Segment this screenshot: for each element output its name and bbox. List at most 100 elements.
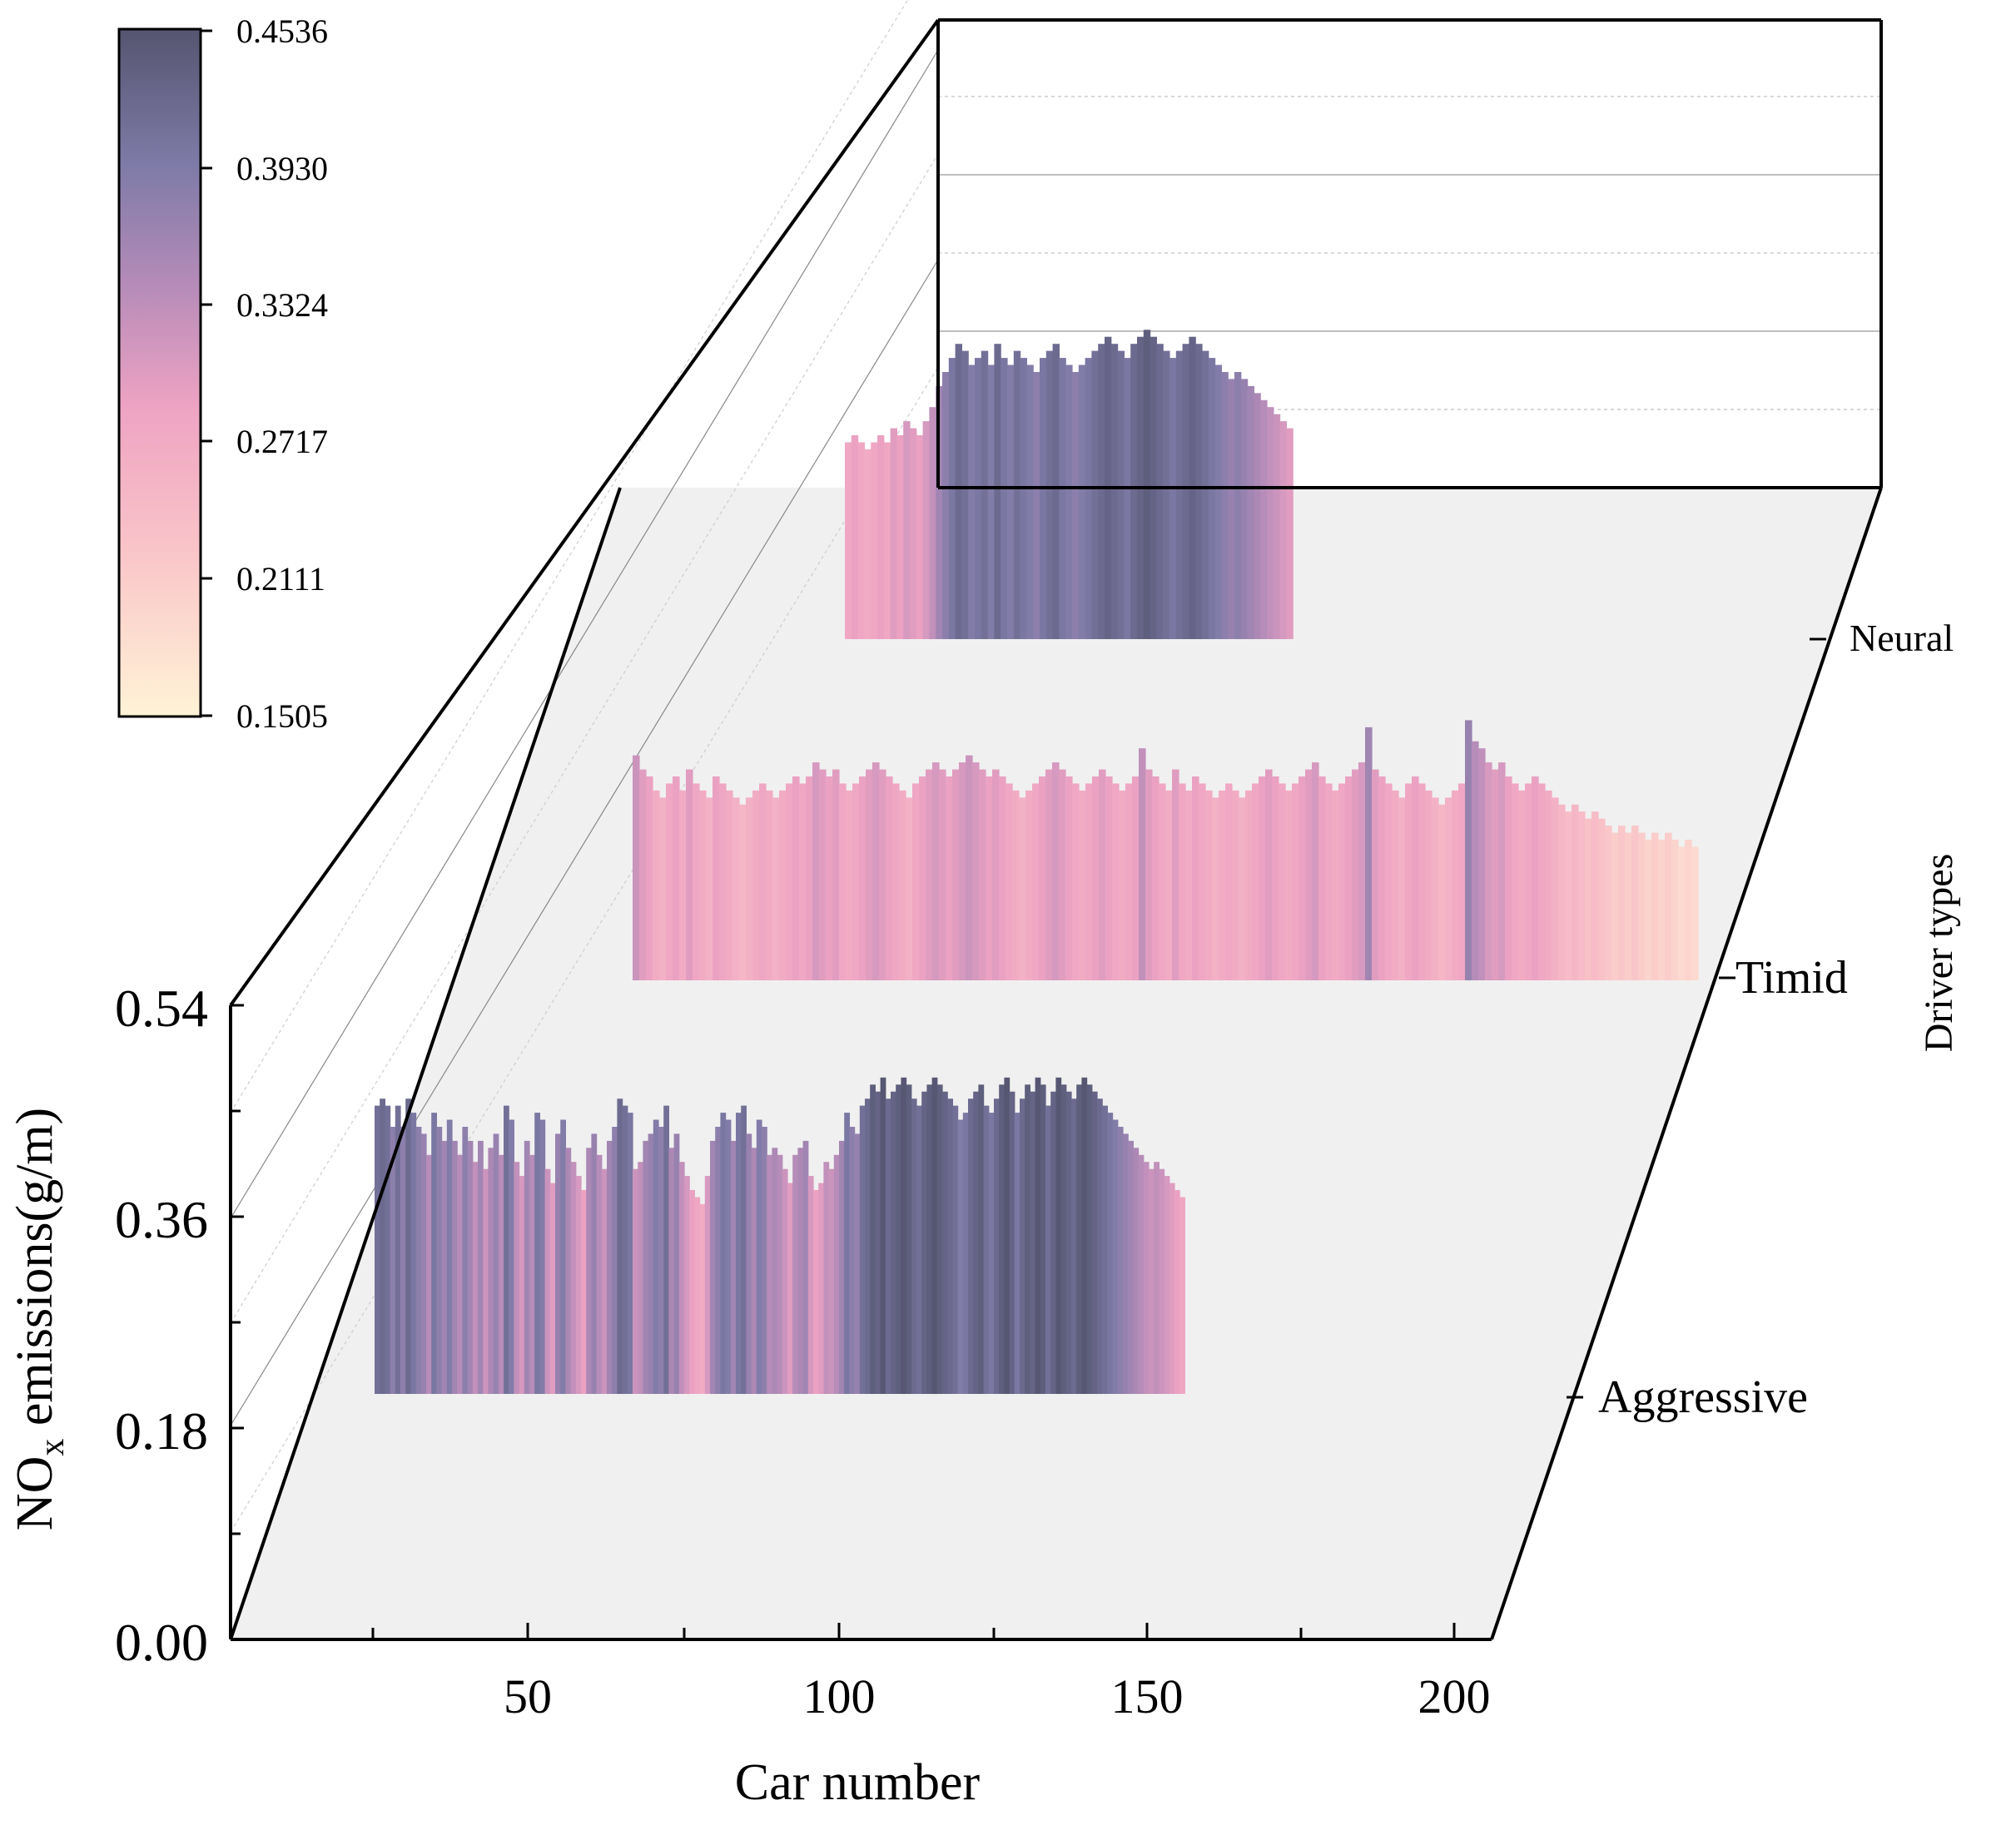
bar-timid — [812, 762, 820, 980]
bar-aggressive — [715, 1127, 721, 1394]
bar-timid — [759, 783, 767, 980]
bar-neural — [1130, 344, 1138, 639]
depth-axis-tick-labels: Aggressive Timid Neural — [1598, 617, 1954, 1423]
bar-timid — [1232, 790, 1239, 980]
bar-aggressive — [689, 1190, 695, 1394]
bar-aggressive — [926, 1084, 933, 1394]
bar-aggressive — [534, 1113, 540, 1394]
bar-timid — [1525, 783, 1532, 980]
bar-timid — [806, 776, 813, 980]
bar-timid — [832, 769, 840, 980]
bar-timid — [1085, 783, 1093, 980]
bar-aggressive — [405, 1098, 411, 1394]
bar-timid — [839, 783, 847, 980]
bar-neural — [1214, 365, 1222, 639]
bar-timid — [1072, 783, 1080, 980]
bar-neural — [1267, 407, 1274, 639]
bar-timid — [1079, 790, 1086, 980]
bar-aggressive — [560, 1119, 566, 1394]
bar-neural — [1013, 350, 1021, 639]
bar-aggressive — [730, 1140, 737, 1394]
bar-timid — [1059, 769, 1066, 980]
bar-aggressive — [720, 1113, 727, 1394]
bar-aggressive — [1143, 1162, 1150, 1394]
bar-aggressive — [380, 1098, 385, 1394]
bar-aggressive — [1123, 1133, 1129, 1394]
bar-aggressive — [854, 1133, 861, 1394]
bar-timid — [886, 776, 893, 980]
bar-neural — [890, 428, 897, 639]
series-aggressive — [375, 1077, 1185, 1394]
bar-timid — [1145, 769, 1153, 980]
bar-aggressive — [833, 1154, 840, 1394]
bar-aggressive — [1107, 1113, 1114, 1394]
bar-aggressive — [911, 1098, 917, 1394]
bar-timid — [1019, 797, 1026, 980]
bar-neural — [1098, 344, 1105, 639]
y-axis-title: NOx emissions(g/m) — [7, 1108, 72, 1530]
bar-groups — [375, 330, 1699, 1394]
bar-aggressive — [813, 1190, 819, 1394]
bar-aggressive — [684, 1176, 690, 1394]
bar-timid — [1105, 776, 1113, 980]
bar-timid — [1558, 804, 1566, 980]
bar-timid — [1691, 846, 1699, 980]
bar-neural — [1045, 350, 1054, 639]
bar-neural — [910, 428, 917, 639]
bar-aggressive — [1030, 1091, 1036, 1394]
bar-aggressive — [472, 1162, 479, 1394]
y-axis-title-subscript: x — [33, 1439, 72, 1456]
bar-timid — [1279, 783, 1286, 980]
bar-neural — [1202, 350, 1209, 639]
colorbar-gradient — [117, 27, 202, 718]
bar-neural — [1020, 358, 1027, 639]
bar-aggressive — [539, 1119, 546, 1394]
y-axis-title-rest: emissions(g/m) — [7, 1108, 63, 1439]
bar-aggressive — [544, 1168, 551, 1394]
bar-timid — [992, 769, 1000, 980]
bar-aggressive — [596, 1154, 603, 1394]
bar-timid — [906, 797, 913, 980]
bar-timid — [1199, 783, 1206, 980]
bar-timid — [1478, 748, 1486, 980]
bar-neural — [1117, 350, 1125, 639]
bar-aggressive — [678, 1162, 685, 1394]
bar-timid — [1538, 783, 1546, 980]
x-tick-label: 50 — [504, 1669, 552, 1723]
bar-timid — [1452, 790, 1459, 980]
x-axis-tick-labels: 50 100 150 200 — [504, 1669, 1491, 1723]
colorbar-label: 0.1505 — [236, 697, 328, 735]
bar-neural — [1156, 344, 1164, 639]
bar-aggressive — [627, 1113, 633, 1394]
bar-aggressive — [916, 1105, 922, 1394]
bar-timid — [1658, 840, 1666, 980]
bar-timid — [1398, 797, 1406, 980]
z-tick-label: 0.36 — [115, 1190, 208, 1249]
bar-timid — [1332, 790, 1339, 980]
bar-timid — [1345, 776, 1353, 980]
bar-aggressive — [436, 1127, 443, 1394]
bar-timid — [899, 790, 906, 980]
bar-timid — [846, 790, 853, 980]
bar-aggressive — [962, 1113, 969, 1394]
bar-timid — [1625, 832, 1632, 980]
bar-aggressive — [710, 1140, 716, 1394]
bar-aggressive — [823, 1162, 830, 1394]
bar-timid — [639, 769, 647, 980]
bar-timid — [1618, 826, 1626, 980]
bar-neural — [896, 435, 904, 639]
bar-aggressive — [1020, 1098, 1025, 1394]
bar-timid — [1239, 797, 1246, 980]
bar-aggressive — [1071, 1098, 1077, 1394]
bar-timid — [892, 783, 900, 980]
bar-aggressive — [756, 1119, 762, 1394]
bar-timid — [699, 790, 707, 980]
bar-aggressive — [617, 1098, 623, 1394]
bar-aggressive — [524, 1140, 530, 1394]
bar-neural — [1208, 358, 1216, 639]
bar-timid — [659, 797, 667, 980]
bar-aggressive — [807, 1176, 814, 1394]
x-axis-title: Car number — [735, 1754, 981, 1811]
bar-timid — [693, 783, 700, 980]
bar-aggressive — [849, 1127, 856, 1394]
